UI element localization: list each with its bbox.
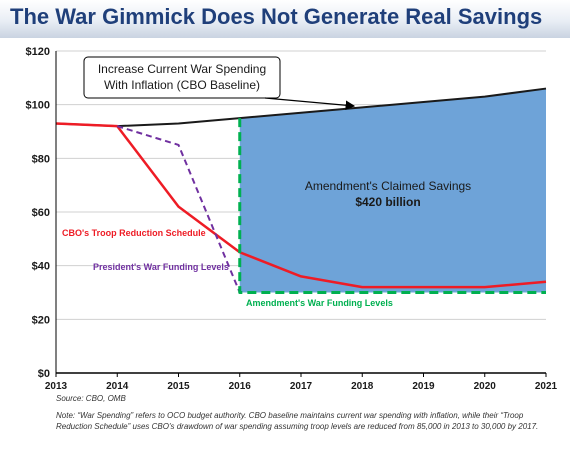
x-tick-label: 2017 bbox=[290, 381, 313, 390]
president-funding-label: President's War Funding Levels bbox=[93, 262, 229, 272]
y-tick-label: $40 bbox=[32, 261, 50, 273]
troop-reduction-series-line bbox=[55, 122, 547, 289]
savings-label: Amendment's Claimed Savings bbox=[305, 179, 471, 193]
x-tick-label: 2016 bbox=[229, 381, 252, 390]
x-tick-label: 2013 bbox=[45, 381, 68, 390]
x-tick-label: 2021 bbox=[535, 381, 558, 390]
x-tick-label: 2019 bbox=[412, 381, 435, 390]
chart-footer: Source: CBO, OMB Note: “War Spending” re… bbox=[56, 393, 561, 432]
baseline-label-line2: With Inflation (CBO Baseline) bbox=[104, 78, 260, 92]
title-bar: The War Gimmick Does Not Generate Real S… bbox=[0, 0, 570, 38]
y-tick-label: $120 bbox=[26, 46, 50, 58]
y-tick-label: $100 bbox=[26, 100, 50, 112]
savings-value: $420 billion bbox=[355, 195, 420, 209]
chart: $0$20$40$60$80$100$120 2013 2014 2015 2016 2… bbox=[26, 46, 558, 390]
y-tick-label: $60 bbox=[32, 207, 50, 219]
troop-reduction-label: CBO's Troop Reduction Schedule bbox=[62, 228, 206, 238]
source-note: Source: CBO, OMB bbox=[56, 394, 126, 403]
x-tick-label: 2015 bbox=[167, 381, 190, 390]
baseline-callout-box bbox=[83, 56, 281, 99]
y-tick-label: $0 bbox=[38, 368, 50, 380]
x-axis-ticks: 2013 2014 2015 2016 2017 2018 2019 2020 2021 bbox=[45, 373, 558, 390]
baseline-series-line bbox=[55, 87, 547, 128]
amendment-funding-label: Amendment's War Funding Levels bbox=[246, 298, 393, 308]
amendment-funding-series-line bbox=[238, 118, 546, 294]
savings-area bbox=[239, 88, 546, 293]
president-funding-series-line bbox=[116, 125, 241, 293]
x-tick-label: 2018 bbox=[351, 381, 374, 390]
y-tick-label: $80 bbox=[32, 153, 50, 165]
page-title: The War Gimmick Does Not Generate Real S… bbox=[10, 4, 543, 29]
series-lines bbox=[55, 87, 547, 294]
baseline-callout-arrow bbox=[264, 97, 356, 111]
x-tick-label: 2020 bbox=[474, 381, 497, 390]
y-axis-ticks: $0 $20 $40 $60 $80 $100 $120 bbox=[26, 46, 50, 380]
y-tick-label: $20 bbox=[32, 314, 50, 326]
methodology-note: Note: “War Spending” refers to OCO budge… bbox=[56, 411, 539, 431]
baseline-label-line1: Increase Current War Spending bbox=[98, 62, 266, 76]
x-tick-label: 2014 bbox=[106, 381, 129, 390]
